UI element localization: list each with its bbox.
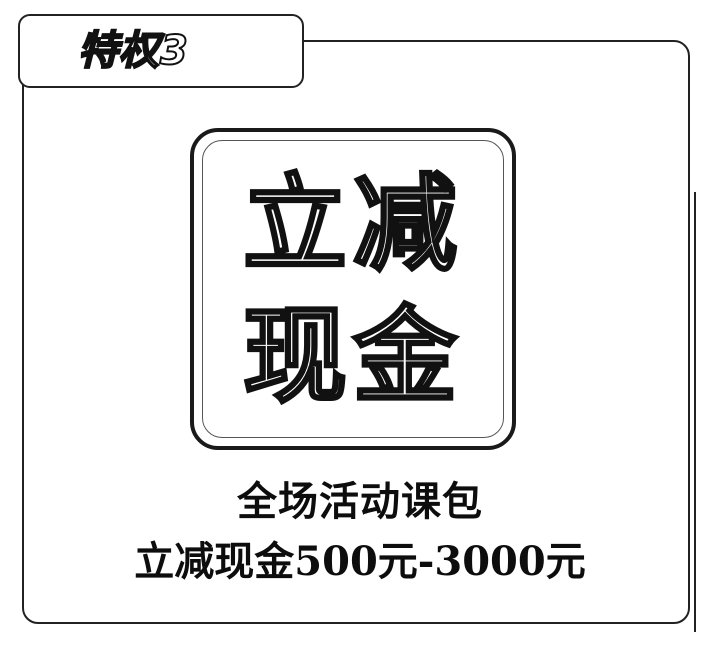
caption-line-1: 全场活动课包 <box>237 478 483 525</box>
discount-badge: 立减 现金 <box>190 128 516 450</box>
discount-badge-inner-border <box>202 140 504 438</box>
badge-text-line-2: 现金 <box>241 295 463 417</box>
card-edge-shadow <box>690 192 696 632</box>
promo-card <box>22 40 696 632</box>
privilege-tag: 特权3 <box>18 14 304 88</box>
badge-text-line-1: 立减 <box>241 163 463 285</box>
caption-line-2: 立减现金500元-3000元 <box>134 538 586 585</box>
privilege-tag-label: 特权3 <box>77 28 189 74</box>
